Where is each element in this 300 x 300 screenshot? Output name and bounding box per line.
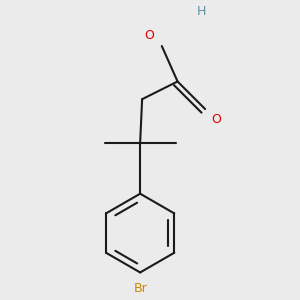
Text: O: O — [211, 113, 221, 126]
Text: O: O — [144, 29, 154, 42]
Text: Br: Br — [133, 282, 147, 295]
Text: H: H — [197, 5, 207, 19]
